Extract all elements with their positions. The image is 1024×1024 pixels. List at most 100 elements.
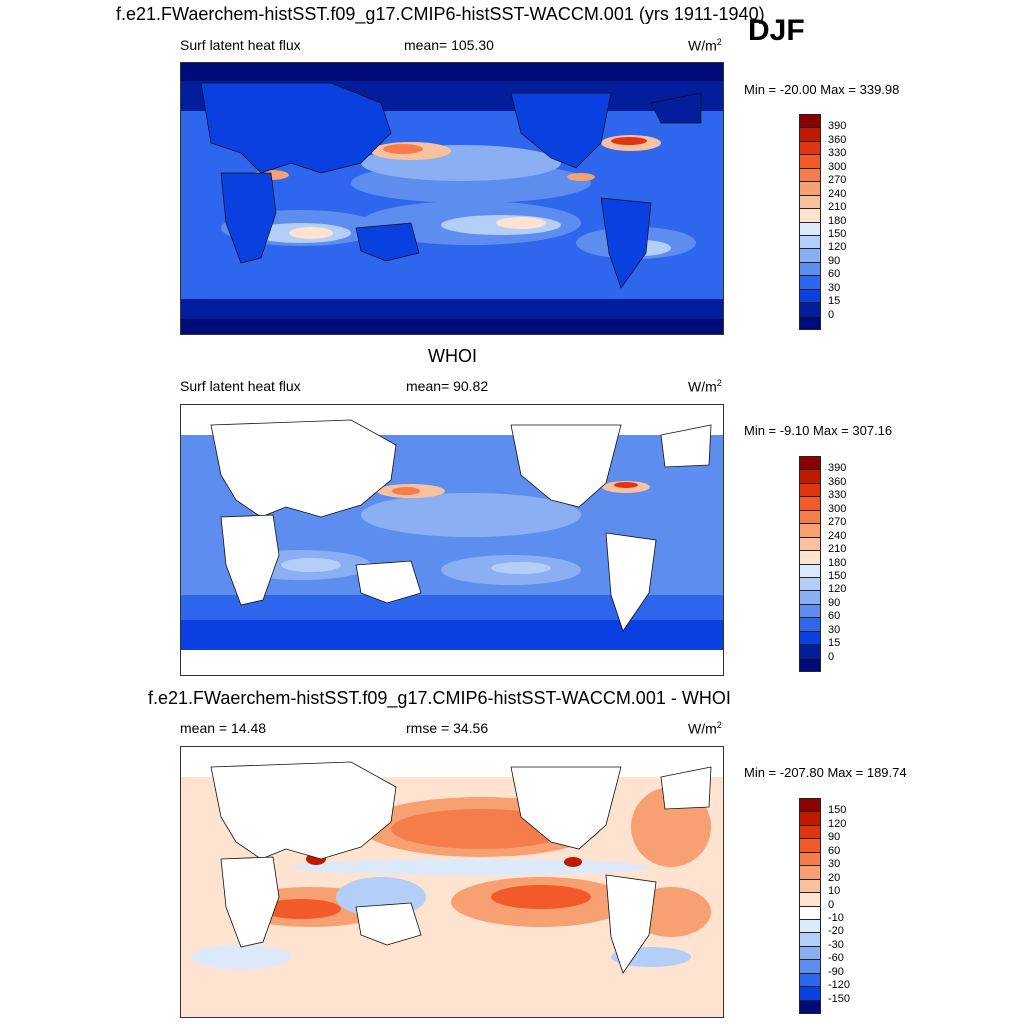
colorbar-swatch: [799, 181, 821, 196]
panel-obs-mean-label: mean= 90.82: [406, 378, 489, 394]
colorbar-tick-label: 330: [828, 147, 847, 160]
colorbar-swatch: [799, 878, 821, 894]
colorbar-tick-label: 240: [828, 187, 847, 200]
colorbar-tick-label: 15: [828, 295, 841, 308]
colorbar-swatch: [799, 194, 821, 210]
panel-model-colorbar: 390 360 330 300 270 240 210 180 150 120 90 60 30 15 0: [799, 114, 919, 330]
colorbar-tick-label: 180: [828, 556, 847, 569]
colorbar-tick-label: 210: [828, 201, 847, 214]
colorbar-swatch: [799, 630, 821, 646]
colorbar-swatch: [799, 275, 821, 290]
colorbar-tick-label: -150: [828, 992, 851, 1005]
colorbar-swatch: [799, 905, 821, 920]
panel-obs-units: W/m2: [688, 378, 722, 395]
colorbar-swatch: [799, 657, 821, 672]
colorbar-tick-label: 0: [828, 650, 835, 663]
colorbar-tick-label: 0: [828, 898, 835, 911]
colorbar-tick-label: 180: [828, 214, 847, 227]
colorbar-swatch: [799, 918, 821, 934]
colorbar-tick-label: 30: [828, 858, 841, 871]
colorbar-tick-label: 270: [828, 516, 847, 529]
colorbar-tick-label: 90: [828, 254, 841, 267]
colorbar-tick-label: 270: [828, 174, 847, 187]
colorbar-tick-label: 60: [828, 268, 841, 281]
panel-model-mean-label: mean= 105.30: [404, 37, 494, 53]
colorbar-swatch: [799, 798, 821, 813]
colorbar-swatch: [799, 959, 821, 974]
colorbar-swatch: [799, 644, 821, 659]
colorbar-tick-label: 60: [828, 610, 841, 623]
colorbar-swatch: [799, 851, 821, 867]
colorbar-swatch: [799, 617, 821, 632]
colorbar-tick-label: 120: [828, 817, 847, 830]
colorbar-swatch: [799, 302, 821, 317]
colorbar-swatch: [799, 234, 821, 250]
colorbar-tick-label: 120: [828, 241, 847, 254]
figure-title: f.e21.FWaerchem-histSST.f09_g17.CMIP6-hi…: [116, 4, 765, 24]
colorbar-tick-label: 300: [828, 160, 847, 173]
colorbar-swatch: [799, 140, 821, 156]
colorbar-tick-label: 240: [828, 529, 847, 542]
colorbar-tick-label: 0: [828, 308, 835, 321]
panel-model-variable-label: Surf latent heat flux: [180, 37, 301, 53]
colorbar-swatch: [799, 456, 821, 471]
colorbar-swatch: [799, 892, 821, 907]
colorbar-swatch: [799, 248, 821, 263]
colorbar-tick-label: 10: [828, 885, 841, 898]
colorbar-swatch: [799, 999, 821, 1014]
colorbar-swatch: [799, 154, 821, 169]
colorbar-tick-label: -20: [828, 925, 844, 938]
colorbar-tick-label: 20: [828, 871, 841, 884]
panel-diff-map: [180, 746, 724, 1018]
colorbar-tick-label: -90: [828, 965, 844, 978]
colorbar-swatch: [799, 590, 821, 605]
panel-model-map: [180, 62, 724, 335]
colorbar-tick-label: 210: [828, 543, 847, 556]
panel-obs-variable-label: Surf latent heat flux: [180, 378, 301, 394]
colorbar-swatch: [799, 811, 821, 826]
panel-diff-colorbar: 150 120 90 60 30 20 10 0 -10 -20 -30 -60 -90 -120 -150: [799, 798, 919, 1014]
colorbar-swatch: [799, 167, 821, 183]
panel-diff-minmax: Min = -207.80 Max = 189.74: [744, 765, 907, 780]
colorbar-swatch: [799, 288, 821, 304]
colorbar-tick-label: 150: [828, 569, 847, 582]
colorbar-tick-label: 15: [828, 637, 841, 650]
colorbar-swatch: [799, 932, 821, 947]
colorbar-tick-label: 150: [828, 227, 847, 240]
colorbar-tick-label: 300: [828, 502, 847, 515]
colorbar-swatch: [799, 127, 821, 142]
panel-diff-rmse-label: rmse = 34.56: [406, 720, 489, 736]
colorbar-tick-label: 150: [828, 804, 847, 817]
colorbar-tick-label: 90: [828, 596, 841, 609]
colorbar-tick-label: 30: [828, 623, 841, 636]
colorbar-swatch: [799, 469, 821, 484]
colorbar-swatch: [799, 603, 821, 619]
colorbar-tick-label: -60: [828, 952, 844, 965]
colorbar-tick-label: 360: [828, 133, 847, 146]
colorbar-swatch: [799, 482, 821, 498]
colorbar-swatch: [799, 838, 821, 853]
colorbar-swatch: [799, 972, 821, 988]
colorbar-swatch: [799, 221, 821, 236]
colorbar-swatch: [799, 114, 821, 129]
colorbar-swatch: [799, 208, 821, 223]
colorbar-swatch: [799, 550, 821, 565]
colorbar-tick-label: 330: [828, 489, 847, 502]
colorbar-tick-label: -30: [828, 938, 844, 951]
panel-diff-units: W/m2: [688, 720, 722, 737]
colorbar-swatch: [799, 563, 821, 578]
panel-model-minmax: Min = -20.00 Max = 339.98: [744, 82, 900, 97]
colorbar-swatch: [799, 509, 821, 525]
colorbar-swatch: [799, 496, 821, 511]
colorbar-tick-label: 60: [828, 844, 841, 857]
colorbar-swatch: [799, 315, 821, 330]
colorbar-tick-label: 90: [828, 831, 841, 844]
panel-obs-heading: WHOI: [428, 346, 477, 366]
colorbar-tick-label: 390: [828, 120, 847, 133]
colorbar-swatch: [799, 576, 821, 592]
colorbar-tick-label: -10: [828, 911, 844, 924]
colorbar-tick-label: 360: [828, 475, 847, 488]
colorbar-tick-label: 120: [828, 583, 847, 596]
colorbar-swatch: [799, 536, 821, 552]
panel-obs-minmax: Min = -9.10 Max = 307.16: [744, 423, 893, 438]
